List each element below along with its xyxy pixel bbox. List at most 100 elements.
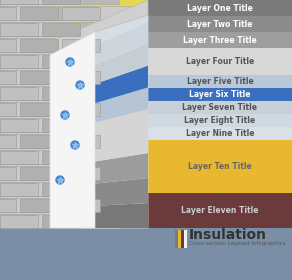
Bar (42, 23, 80, 36)
Bar (42, 215, 80, 228)
Bar (79, 182, 119, 196)
Text: Layer Ten Title: Layer Ten Title (188, 162, 252, 171)
Polygon shape (55, 109, 148, 168)
Polygon shape (55, 15, 148, 228)
Text: Layer Two Title: Layer Two Title (187, 20, 253, 29)
Bar (57, 38, 97, 52)
Bar (62, 199, 100, 212)
Text: Layer Seven Title: Layer Seven Title (182, 103, 258, 112)
Bar (42, 0, 80, 4)
Bar (62, 39, 100, 52)
Bar (62, 135, 100, 148)
Bar (99, 6, 139, 20)
Bar (42, 183, 80, 196)
Bar (20, 103, 58, 116)
Bar (20, 39, 58, 52)
Bar (20, 135, 58, 148)
Bar (37, 150, 77, 164)
Bar (99, 102, 139, 116)
Bar (0, 70, 13, 84)
Polygon shape (55, 87, 148, 133)
Bar (57, 6, 97, 20)
Text: Layer Nine Title: Layer Nine Title (186, 129, 254, 138)
Bar (79, 150, 119, 164)
Bar (99, 134, 139, 148)
Text: Layer Eight Title: Layer Eight Title (185, 116, 256, 125)
Bar (42, 55, 80, 68)
Bar (0, 71, 16, 84)
Bar (0, 135, 16, 148)
Bar (20, 7, 58, 20)
Bar (79, 0, 119, 4)
Bar (0, 214, 35, 228)
Bar (37, 86, 77, 100)
Bar (0, 0, 38, 4)
Circle shape (71, 141, 79, 149)
Bar (0, 54, 35, 68)
Bar (57, 134, 97, 148)
Bar (0, 150, 35, 164)
Bar (37, 118, 77, 132)
Bar (0, 0, 35, 4)
Bar (57, 70, 97, 84)
Bar (0, 167, 16, 180)
Bar (0, 183, 38, 196)
Bar (37, 182, 77, 196)
Bar (0, 86, 35, 100)
Bar (42, 87, 80, 100)
Polygon shape (55, 178, 148, 208)
Bar (0, 198, 13, 212)
Polygon shape (55, 66, 148, 115)
Bar (99, 70, 139, 84)
Bar (99, 38, 139, 52)
Bar (79, 86, 119, 100)
Bar (0, 199, 16, 212)
Bar (15, 6, 55, 20)
Polygon shape (50, 32, 95, 228)
Bar (15, 70, 55, 84)
Bar (0, 6, 13, 20)
Bar (15, 198, 55, 212)
Bar (15, 166, 55, 180)
Bar (0, 38, 13, 52)
Bar (62, 71, 100, 84)
Bar (0, 134, 13, 148)
Bar (62, 167, 100, 180)
Bar (0, 166, 13, 180)
Text: Layer Four Title: Layer Four Title (186, 57, 254, 66)
Polygon shape (55, 0, 148, 62)
Bar (37, 54, 77, 68)
Text: Layer Eleven Title: Layer Eleven Title (181, 206, 259, 215)
Polygon shape (55, 44, 148, 98)
Bar (62, 103, 100, 116)
Polygon shape (55, 153, 148, 188)
Text: Layer Five Title: Layer Five Title (187, 77, 253, 86)
Bar (15, 134, 55, 148)
Bar (42, 119, 80, 132)
Bar (57, 198, 97, 212)
Text: Layer Six Title: Layer Six Title (189, 90, 251, 99)
Bar (37, 22, 77, 36)
Text: Layer One Title: Layer One Title (187, 4, 253, 13)
Bar (0, 102, 13, 116)
Bar (99, 198, 139, 212)
Circle shape (76, 81, 84, 89)
Bar (42, 151, 80, 164)
Bar (0, 119, 38, 132)
Bar (0, 151, 38, 164)
Bar (0, 118, 35, 132)
Circle shape (56, 176, 64, 184)
Bar (0, 103, 16, 116)
Bar (79, 214, 119, 228)
Bar (0, 55, 38, 68)
Polygon shape (55, 203, 148, 228)
Bar (0, 39, 16, 52)
Bar (0, 7, 16, 20)
Bar (15, 38, 55, 52)
Polygon shape (50, 0, 148, 55)
Bar (37, 214, 77, 228)
Bar (0, 182, 35, 196)
Bar (0, 215, 38, 228)
Bar (0, 87, 38, 100)
Bar (0, 23, 38, 36)
